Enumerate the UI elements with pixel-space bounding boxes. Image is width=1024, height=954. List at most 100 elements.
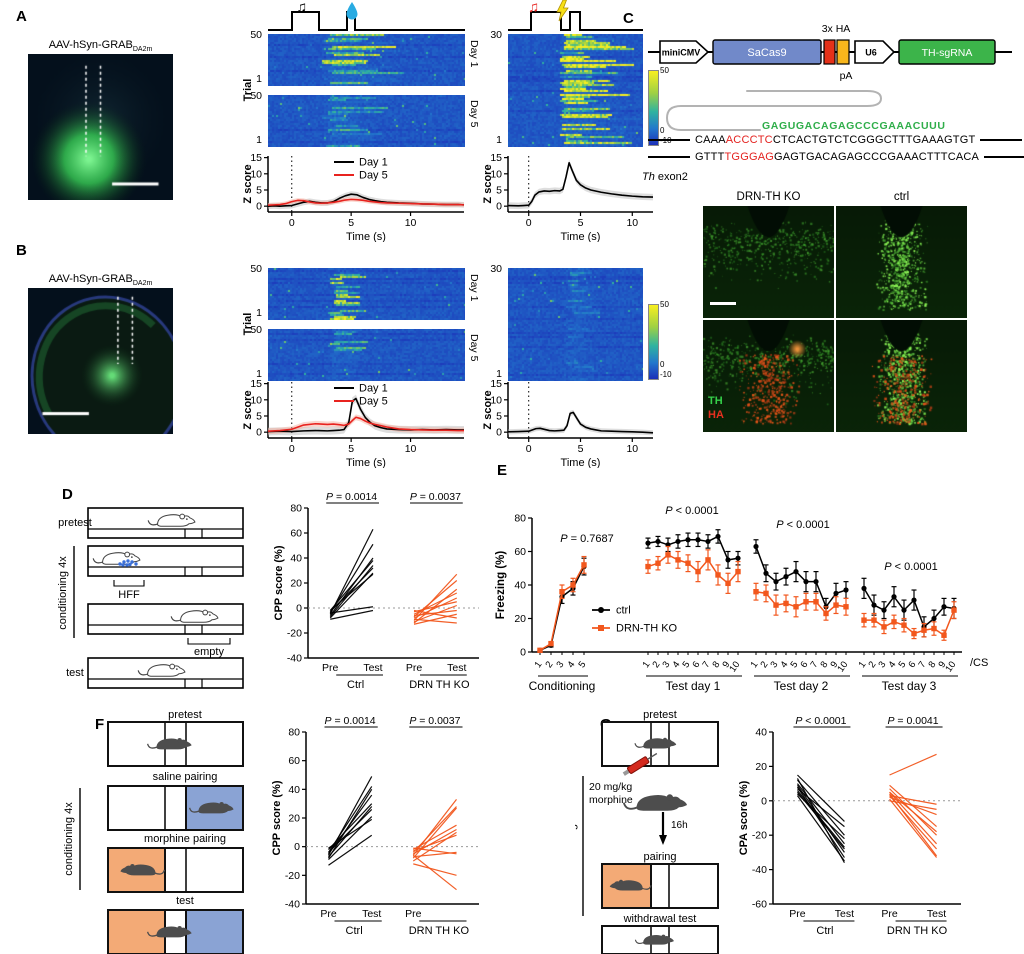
gene-exon-label: Th exon2 — [642, 171, 688, 183]
svg-text:HFF: HFF — [118, 589, 140, 601]
panel-d-label: D — [62, 486, 73, 503]
strand-line — [648, 156, 690, 158]
cpa-box-pretest — [601, 721, 719, 767]
svg-text:3: 3 — [768, 659, 780, 670]
svg-text:10: 10 — [250, 394, 262, 406]
colorbar-max: 50 — [660, 66, 669, 75]
svg-text:Conditioning: Conditioning — [529, 679, 596, 693]
panel-e-label: E — [497, 462, 508, 479]
svg-text:20 mg/kg: 20 mg/kg — [589, 781, 632, 793]
heatmap-b-day1 — [268, 268, 465, 320]
music-note-icon: ♫ — [296, 0, 308, 16]
svg-text:6: 6 — [798, 659, 810, 670]
svg-text:saline pairing: saline pairing — [153, 771, 218, 783]
svg-text:CPP score (%): CPP score (%) — [273, 545, 285, 620]
svg-text:DRN TH KO: DRN TH KO — [409, 925, 470, 937]
svg-text:1: 1 — [748, 659, 760, 670]
svg-text:DRN TH KO: DRN TH KO — [409, 679, 470, 691]
svg-text:Pre: Pre — [320, 908, 337, 920]
svg-text:8: 8 — [818, 659, 830, 670]
hff-food-icon — [118, 559, 138, 567]
svg-text:pretest: pretest — [168, 709, 202, 721]
svg-text:1: 1 — [856, 659, 868, 670]
svg-text:Pre: Pre — [405, 908, 422, 920]
dna-strand-bottom: GTTTTGGGAGGAGTGACAGAGCCCGAAACTTTCACA5' — [648, 151, 1024, 163]
chamber-conditioning-empty: empty — [87, 603, 244, 658]
svg-text:Pre: Pre — [881, 908, 898, 920]
svg-text:P < 0.0001: P < 0.0001 — [795, 715, 846, 727]
svg-text:0: 0 — [526, 217, 532, 229]
heatmap-b-day5 — [268, 329, 465, 381]
stimulus-trace-sound-shock — [508, 11, 643, 31]
panel-b-label: B — [16, 242, 27, 259]
svg-text:Test: Test — [362, 908, 381, 920]
lightning-bolt-icon — [556, 0, 569, 22]
svg-text:3x HA: 3x HA — [822, 23, 851, 35]
tick: 30 — [490, 263, 502, 275]
svg-text:40: 40 — [288, 784, 300, 796]
svg-text:empty: empty — [194, 646, 224, 658]
svg-text:Test day 3: Test day 3 — [882, 679, 937, 693]
chamber-test — [87, 657, 244, 689]
svg-text:4: 4 — [778, 659, 790, 670]
svg-text:4: 4 — [565, 659, 577, 670]
heatmap-sound-shock — [508, 34, 643, 147]
svg-text:Day 1: Day 1 — [359, 157, 388, 169]
svg-text:0: 0 — [289, 217, 295, 229]
cpp-box-pretest — [107, 721, 244, 767]
svg-text:10: 10 — [727, 659, 742, 674]
svg-text:2: 2 — [866, 659, 878, 670]
cpp-box-test — [107, 909, 244, 954]
svg-text:ctrl: ctrl — [616, 605, 631, 617]
svg-text:5: 5 — [496, 410, 502, 422]
svg-text:Day 5: Day 5 — [359, 396, 388, 408]
svg-text:Day 1: Day 1 — [359, 383, 388, 395]
svg-text:P = 0.0014: P = 0.0014 — [325, 715, 376, 727]
tick: 1 — [256, 73, 262, 85]
panel-d-schematic: pretest conditioning 4x HFF — [57, 507, 244, 689]
svg-text:40: 40 — [290, 553, 302, 565]
svg-text:5: 5 — [578, 443, 584, 455]
tick: 1 — [496, 368, 502, 380]
svg-text:5: 5 — [256, 184, 262, 196]
svg-text:4: 4 — [886, 659, 898, 670]
svg-text:10: 10 — [405, 217, 417, 229]
svg-text:5: 5 — [896, 659, 908, 670]
svg-text:10: 10 — [490, 168, 502, 180]
svg-text:10: 10 — [943, 659, 958, 674]
ha-tag-box — [823, 39, 836, 65]
svg-text:10: 10 — [250, 168, 262, 180]
svg-text:0: 0 — [256, 427, 262, 439]
svg-text:Ctrl: Ctrl — [347, 679, 364, 691]
svg-text:15: 15 — [250, 152, 262, 164]
tick: 50 — [250, 324, 262, 336]
svg-text:SaCas9: SaCas9 — [747, 47, 786, 59]
svg-text:1: 1 — [640, 659, 652, 670]
heatmap-sound-water-day5 — [268, 95, 465, 147]
svg-text:10: 10 — [626, 443, 638, 455]
scale-bar — [710, 302, 736, 305]
colorbar-max: 50 — [660, 300, 669, 309]
svg-text:Time (s): Time (s) — [561, 231, 601, 242]
svg-text:Pre: Pre — [322, 662, 339, 674]
tick: 1 — [496, 134, 502, 146]
th-sgrna-box — [898, 39, 996, 65]
svg-text:8: 8 — [710, 659, 722, 670]
svg-text:Time (s): Time (s) — [346, 231, 386, 242]
svg-text:P = 0.0037: P = 0.0037 — [409, 715, 460, 727]
chart-g-cpa: 40 20 0 -20 -40 -60 P < 0.0001 P = 0.0041 Pre Tes… — [738, 715, 961, 937]
svg-text:16h: 16h — [671, 820, 688, 831]
svg-text:60: 60 — [288, 755, 300, 767]
svg-text:0: 0 — [256, 201, 262, 213]
svg-text:Z score: Z score — [482, 164, 494, 203]
water-drop-icon — [346, 2, 358, 20]
svg-text:60: 60 — [514, 546, 526, 558]
svg-text:3: 3 — [876, 659, 888, 670]
tick: 1 — [256, 307, 262, 319]
chart-f-cpp: 80 60 40 20 0 -20 -40 P = 0.0014 P = 0.0037 Pre Te… — [271, 715, 479, 937]
svg-text:20: 20 — [290, 578, 302, 590]
svg-text:0: 0 — [520, 647, 526, 659]
svg-text:DRN-TH KO: DRN-TH KO — [616, 623, 678, 635]
channel-label-th: TH — [708, 395, 723, 407]
